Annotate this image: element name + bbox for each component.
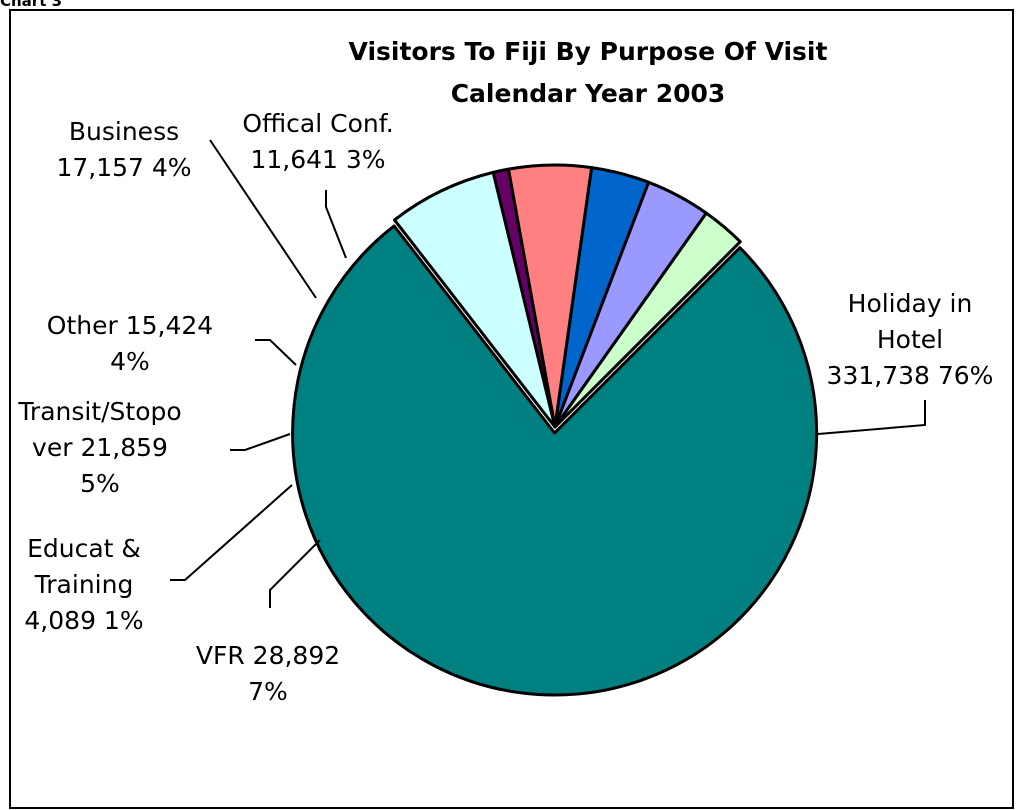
slice-label-line: 5%: [80, 469, 120, 498]
slice-label-holiday-in-hotel: Holiday in Hotel 331,738 76%: [827, 289, 994, 390]
page-caption: Chart 3: [0, 0, 63, 10]
pie-slice-vfr: [392, 170, 557, 429]
slice-label-line: 4,089 1%: [24, 606, 143, 635]
slice-label-line: 331,738 76%: [827, 361, 994, 390]
chart-frame: [9, 9, 1014, 809]
pie-slices: [291, 163, 819, 697]
slice-label-line: Other 15,424: [47, 311, 213, 340]
leader-line-other: [255, 339, 297, 366]
slice-label-line: Transit/Stopo: [17, 397, 181, 426]
slice-label-line: 11,641 3%: [250, 145, 385, 174]
slice-label-offical-conf: Offical Conf. 11,641 3%: [242, 109, 393, 174]
slice-label-line: ver 21,859: [32, 433, 168, 462]
slice-labels: Holiday in Hotel 331,738 76% VFR 28,892 7% Ed…: [17, 109, 993, 706]
slice-label-business: Business 17,157 4%: [56, 117, 191, 182]
leader-line-vfr: [269, 539, 321, 608]
slice-label-educat-training: Educat & Training 4,089 1%: [24, 534, 143, 635]
slice-label-other: Other 15,424 4%: [47, 311, 213, 376]
leader-line-transit-stopover: [230, 433, 291, 451]
slice-label-line: Business: [69, 117, 179, 146]
chart-title-line-1: Visitors To Fiji By Purpose Of Visit: [349, 37, 828, 66]
slice-label-line: Educat &: [27, 534, 141, 563]
slice-label-line: Training: [34, 570, 134, 599]
slice-label-line: Offical Conf.: [242, 109, 393, 138]
slice-label-vfr: VFR 28,892 7%: [196, 641, 340, 706]
leader-line-business: [209, 139, 317, 299]
slice-label-line: 7%: [248, 677, 288, 706]
slice-label-line: 17,157 4%: [56, 153, 191, 182]
slice-label-transit-stopover: Transit/Stopo ver 21,859 5%: [17, 397, 181, 498]
leader-line-offical-conf: [325, 190, 347, 259]
slice-label-line: Holiday in: [848, 289, 973, 318]
slice-label-line: Hotel: [877, 325, 943, 354]
pie-slice-holiday-in-hotel: [291, 224, 819, 697]
pie-slice-offical-conf: [553, 211, 742, 429]
leader-lines: [170, 139, 926, 608]
slice-label-line: 4%: [110, 347, 150, 376]
chart-title-line-2: Calendar Year 2003: [451, 79, 726, 108]
leader-line-holiday-in-hotel: [817, 400, 926, 435]
leader-line-educat-training: [170, 484, 293, 581]
slice-label-line: VFR 28,892: [196, 641, 340, 670]
